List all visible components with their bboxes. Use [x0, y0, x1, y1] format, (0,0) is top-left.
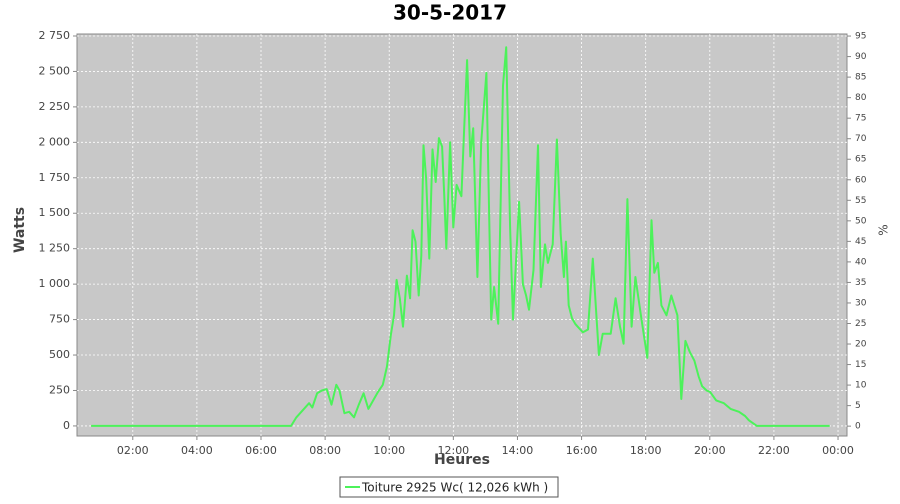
y-tick-label: 1 500	[39, 206, 71, 219]
y2-tick-label: 15	[855, 360, 866, 370]
y2-tick-label: 90	[855, 52, 867, 62]
y-tick-label: 1 750	[39, 171, 71, 184]
y2-tick-label: 40	[855, 257, 867, 267]
y2-tick-label: 30	[855, 298, 867, 308]
x-tick-label: 06:00	[245, 444, 277, 457]
chart-title: 30-5-2017	[393, 1, 507, 25]
y-tick-label: 0	[63, 419, 70, 432]
y2-tick-label: 95	[855, 32, 866, 42]
x-tick-label: 12:00	[437, 444, 469, 457]
y-tick-label: 750	[49, 313, 70, 326]
x-tick-label: 10:00	[373, 444, 405, 457]
y2-tick-label: 25	[855, 319, 866, 329]
x-tick-label: 08:00	[309, 444, 341, 457]
y-tick-label: 1 000	[39, 277, 71, 290]
x-tick-label: 16:00	[566, 444, 598, 457]
y2-tick-label: 5	[855, 401, 861, 411]
y2-tick-label: 0	[855, 422, 861, 432]
x-tick-label: 00:00	[822, 444, 854, 457]
x-tick-label: 02:00	[117, 444, 149, 457]
x-tick-label: 18:00	[630, 444, 662, 457]
y-axis-label: Watts	[12, 207, 28, 253]
y2-tick-label: 45	[855, 237, 866, 247]
x-tick-label: 04:00	[181, 444, 213, 457]
y-tick-label: 2 000	[39, 135, 71, 148]
series-line	[91, 46, 830, 427]
x-tick-label: 20:00	[694, 444, 726, 457]
legend-box	[339, 476, 559, 498]
x-axis-label: Heures	[434, 452, 490, 468]
legend-label: Toiture 2925 Wc( 12,026 kWh )	[361, 481, 548, 495]
y-tick-label: 500	[49, 348, 70, 361]
y2-tick-label: 55	[855, 196, 866, 206]
y2-tick-label: 60	[855, 175, 867, 185]
y2-tick-label: 85	[855, 73, 866, 83]
x-tick-label: 14:00	[502, 444, 534, 457]
y2-tick-label: 75	[855, 114, 866, 124]
y-tick-label: 2 500	[39, 64, 71, 77]
y-tick-label: 2 250	[39, 100, 71, 113]
y2-tick-label: 10	[855, 381, 867, 391]
y2-tick-label: 20	[855, 340, 867, 350]
plot-area	[76, 33, 848, 437]
y2-tick-label: 65	[855, 155, 866, 165]
y2-tick-label: 80	[855, 93, 867, 103]
y-tick-label: 250	[49, 383, 70, 396]
y2-tick-label: 35	[855, 278, 866, 288]
x-tick-label: 22:00	[758, 444, 790, 457]
y-tick-label: 2 750	[39, 29, 71, 42]
y2-tick-label: 50	[855, 216, 867, 226]
y2-axis-label: %	[877, 224, 891, 235]
y2-tick-label: 70	[855, 134, 867, 144]
y-tick-label: 1 250	[39, 242, 71, 255]
